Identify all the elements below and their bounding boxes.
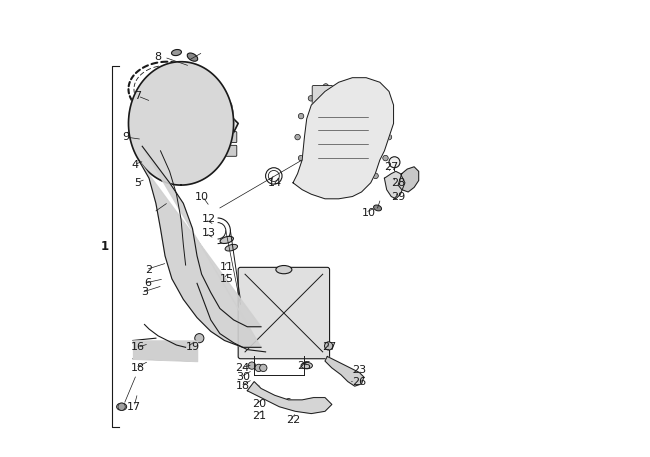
Circle shape xyxy=(323,84,328,89)
Circle shape xyxy=(195,334,204,343)
Circle shape xyxy=(389,157,400,168)
Circle shape xyxy=(312,401,320,408)
Polygon shape xyxy=(140,146,261,347)
Text: 18: 18 xyxy=(236,381,250,391)
Ellipse shape xyxy=(374,205,382,211)
Text: 2: 2 xyxy=(146,265,153,275)
Text: 14: 14 xyxy=(268,178,282,188)
Text: 13: 13 xyxy=(202,228,215,238)
Text: 30: 30 xyxy=(236,372,250,382)
Polygon shape xyxy=(384,171,405,199)
Text: 25: 25 xyxy=(297,361,311,371)
Circle shape xyxy=(373,96,378,101)
Text: 20: 20 xyxy=(252,399,266,409)
Circle shape xyxy=(298,113,304,119)
FancyBboxPatch shape xyxy=(312,85,374,111)
Text: 29: 29 xyxy=(391,191,405,202)
Circle shape xyxy=(298,155,304,161)
Text: 12: 12 xyxy=(202,214,216,224)
Circle shape xyxy=(295,134,300,140)
Circle shape xyxy=(285,399,292,406)
Text: 21: 21 xyxy=(252,411,266,421)
Circle shape xyxy=(373,173,378,179)
Text: 24: 24 xyxy=(235,363,250,373)
Text: 1: 1 xyxy=(101,240,109,253)
Ellipse shape xyxy=(146,345,152,354)
Text: 5: 5 xyxy=(134,178,141,188)
Circle shape xyxy=(358,84,363,89)
Ellipse shape xyxy=(116,403,127,410)
Text: 11: 11 xyxy=(220,262,234,272)
Text: 7: 7 xyxy=(134,91,141,101)
Circle shape xyxy=(259,364,267,372)
Text: 8: 8 xyxy=(155,52,162,62)
Text: 27: 27 xyxy=(384,162,398,172)
Text: 27: 27 xyxy=(322,342,337,352)
Circle shape xyxy=(386,134,392,140)
Circle shape xyxy=(248,362,255,369)
Text: 22: 22 xyxy=(286,415,300,425)
Polygon shape xyxy=(247,382,332,414)
Ellipse shape xyxy=(276,266,292,274)
Circle shape xyxy=(118,403,125,410)
FancyBboxPatch shape xyxy=(224,145,237,156)
Circle shape xyxy=(308,173,314,179)
Polygon shape xyxy=(129,105,238,144)
Ellipse shape xyxy=(172,49,181,56)
Ellipse shape xyxy=(158,345,163,354)
Text: 3: 3 xyxy=(141,287,148,298)
Text: 15: 15 xyxy=(220,274,234,284)
Text: 26: 26 xyxy=(352,377,367,387)
Ellipse shape xyxy=(225,244,237,251)
Circle shape xyxy=(308,96,314,101)
Text: 10: 10 xyxy=(361,207,376,218)
Text: 9: 9 xyxy=(123,132,130,142)
Polygon shape xyxy=(129,62,233,185)
Text: 23: 23 xyxy=(352,365,367,375)
Polygon shape xyxy=(293,78,393,199)
Text: 16: 16 xyxy=(131,342,145,352)
Text: 28: 28 xyxy=(391,178,405,188)
Polygon shape xyxy=(398,167,419,192)
Text: 17: 17 xyxy=(127,402,141,412)
Ellipse shape xyxy=(187,53,198,61)
Circle shape xyxy=(383,155,388,161)
Circle shape xyxy=(324,342,333,350)
Circle shape xyxy=(255,364,263,372)
Text: 6: 6 xyxy=(144,278,151,288)
Polygon shape xyxy=(325,356,364,386)
Circle shape xyxy=(358,185,363,191)
Text: 18: 18 xyxy=(131,363,145,373)
FancyBboxPatch shape xyxy=(238,267,330,359)
Circle shape xyxy=(323,185,328,191)
Text: 19: 19 xyxy=(185,342,200,352)
Ellipse shape xyxy=(301,362,313,369)
FancyBboxPatch shape xyxy=(224,132,237,143)
Circle shape xyxy=(253,385,260,392)
Circle shape xyxy=(383,113,388,119)
Ellipse shape xyxy=(135,345,140,354)
Text: 4: 4 xyxy=(132,159,139,170)
Ellipse shape xyxy=(220,236,233,244)
Text: 10: 10 xyxy=(194,191,209,202)
FancyBboxPatch shape xyxy=(313,105,373,174)
